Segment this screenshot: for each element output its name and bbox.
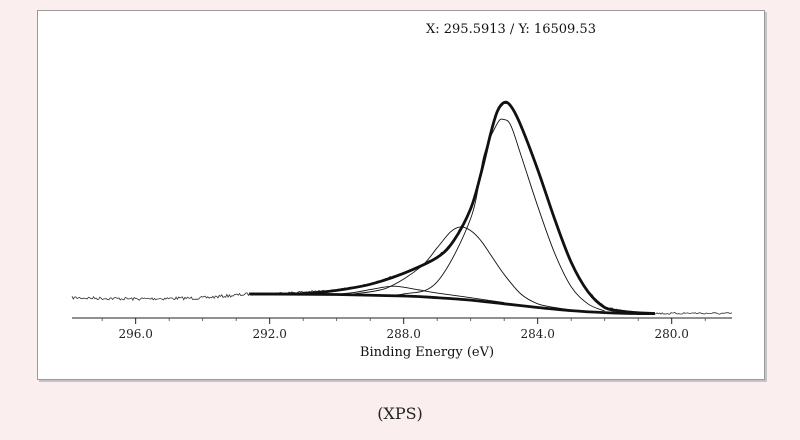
component-curve-6 [336, 285, 505, 304]
x-axis-title: Binding Energy (eV) [360, 345, 494, 360]
figure-caption: (XPS) [377, 404, 423, 423]
component-curve-4 [353, 226, 572, 311]
cursor-readout: X: 295.5913 / Y: 16509.53 [426, 22, 596, 37]
x-tick-label: 280.0 [655, 327, 689, 341]
envelope-curve-2 [249, 100, 656, 315]
x-tick-label: 288.0 [386, 327, 420, 341]
measured-curve-1 [71, 102, 733, 315]
component-curve-5 [370, 118, 605, 312]
x-tick-label: 284.0 [521, 327, 555, 341]
x-tick-label: 292.0 [252, 327, 286, 341]
x-tick-label: 296.0 [118, 327, 152, 341]
